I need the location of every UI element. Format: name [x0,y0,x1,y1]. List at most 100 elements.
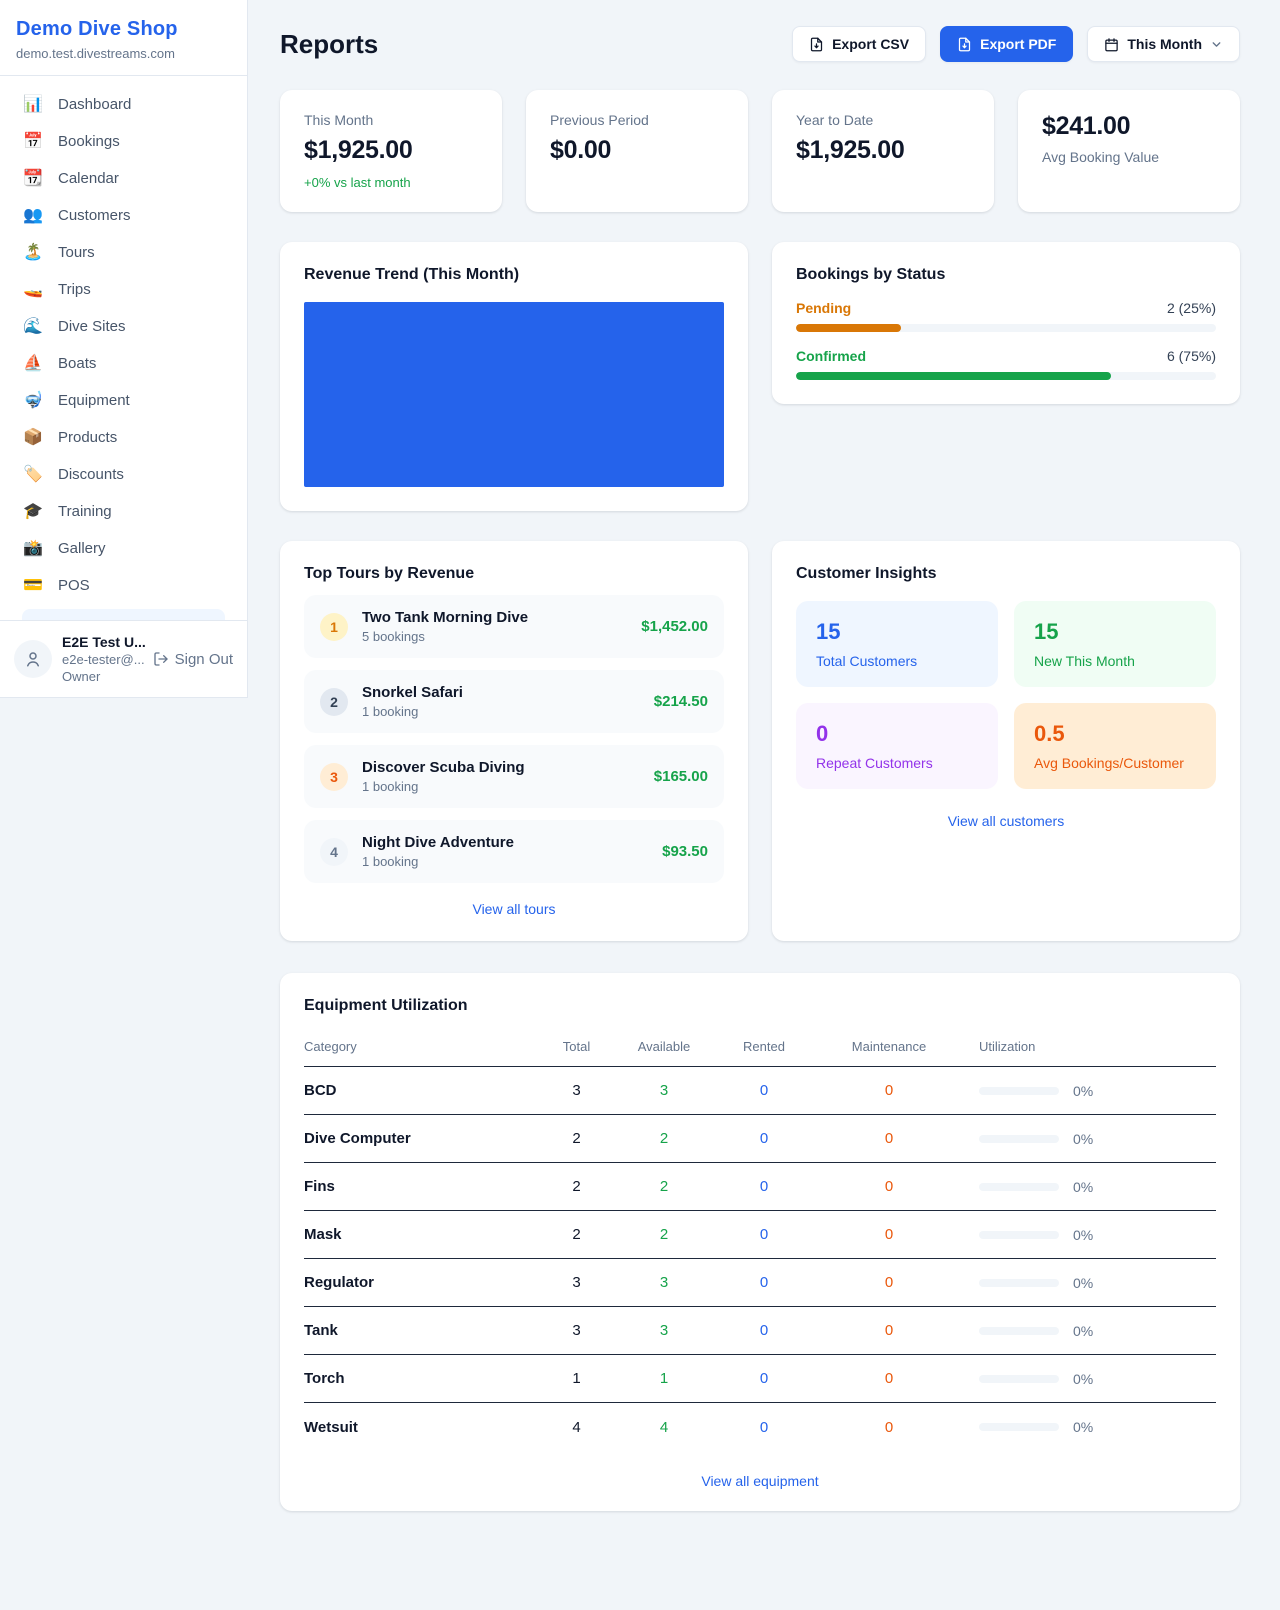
equipment-rented: 0 [759,1226,769,1243]
main-content: Reports Export CSV Export PDF This Month [248,0,1280,1551]
view-all-customers-link[interactable]: View all customers [947,813,1065,829]
period-label: This Month [1127,36,1202,52]
status-count: 6 (75%) [1166,348,1216,364]
col-header-total: Total [562,1039,591,1054]
sidebar-item[interactable]: 📆 Calendar [12,160,235,197]
sidebar-item-label: Training [58,503,112,520]
equipment-category: Tank [304,1322,338,1339]
rank-badge: 4 [320,837,348,866]
equipment-row: Torch 1 1 0 0 0% [304,1355,1216,1403]
stat-label: Avg Booking Value [1042,149,1160,165]
status-bar-fill [796,372,1111,380]
charts-row: Revenue Trend (This Month) Bookings by S… [280,242,1240,511]
equipment-row: Mask 2 2 0 0 0% [304,1211,1216,1259]
insight-label: Repeat Customers [816,755,933,771]
equipment-row: Fins 2 2 0 0 0% [304,1163,1216,1211]
sidebar-item-label: Calendar [58,170,119,187]
insight-grid: 15 Total Customers 15 New This Month 0 R… [796,601,1216,789]
equipment-rented: 0 [759,1274,769,1291]
sign-out-button[interactable]: Sign Out [153,651,233,668]
sidebar-item[interactable]: 🚤 Trips [12,271,235,308]
sidebar-item-active-partial[interactable] [22,609,225,620]
insight-label: Avg Bookings/Customer [1034,755,1184,771]
top-tours-title: Top Tours by Revenue [304,565,475,582]
sidebar-item[interactable]: 📦 Products [12,419,235,456]
equipment-category: Wetsuit [304,1418,358,1436]
sidebar-item[interactable]: 📊 Dashboard [12,86,235,123]
top-tours-card: Top Tours by Revenue 1 Two Tank Morning … [280,541,748,941]
tour-row[interactable]: 2 Snorkel Safari 1 booking $214.50 [304,670,724,733]
equipment-row: BCD 3 3 0 0 0% [304,1067,1216,1115]
equipment-available: 1 [659,1370,669,1387]
sidebar-item[interactable]: ⛵ Boats [12,345,235,382]
sidebar-item[interactable]: 🤿 Equipment [12,382,235,419]
sidebar-item-icon: 🏝️ [23,243,43,261]
sidebar-item[interactable]: 👥 Customers [12,197,235,234]
sidebar-item[interactable]: 📸 Gallery [12,530,235,567]
sidebar-item-label: Customers [58,207,131,224]
equipment-total: 2 [572,1130,581,1147]
tour-name: Discover Scuba Diving [362,759,525,776]
sidebar-item-icon: 📦 [23,428,43,446]
tour-bookings: 1 booking [362,854,419,869]
tour-revenue: $214.50 [653,693,708,710]
revenue-trend-chart [304,302,724,487]
tour-row[interactable]: 4 Night Dive Adventure 1 booking $93.50 [304,820,724,883]
equipment-available: 2 [659,1226,669,1243]
view-all-tours-link[interactable]: View all tours [472,901,556,917]
export-pdf-button[interactable]: Export PDF [940,26,1074,62]
customer-insights-card: Customer Insights 15 Total Customers 15 … [772,541,1240,941]
period-dropdown[interactable]: This Month [1087,26,1240,62]
sidebar-item-label: POS [58,577,90,594]
tour-bookings: 1 booking [362,779,419,794]
export-csv-button[interactable]: Export CSV [792,26,927,62]
equipment-rented: 0 [759,1418,769,1436]
sidebar-item-icon: 🏷️ [23,465,43,483]
sidebar-item[interactable]: 📅 Bookings [12,123,235,160]
equipment-category: Torch [304,1370,345,1387]
equipment-maintenance: 0 [884,1130,894,1147]
header-actions: Export CSV Export PDF This Month [792,26,1240,62]
equipment-rented: 0 [759,1370,769,1387]
equipment-available: 3 [659,1082,669,1099]
tour-row[interactable]: 3 Discover Scuba Diving 1 booking $165.0… [304,745,724,808]
col-header-utilization: Utilization [979,1039,1036,1054]
equipment-maintenance: 0 [884,1322,894,1339]
sidebar-item-icon: 📅 [23,132,43,150]
equipment-category: Regulator [304,1274,375,1291]
equipment-rented: 0 [759,1178,769,1195]
sidebar: Demo Dive Shop demo.test.divestreams.com… [0,0,248,698]
stat-label: This Month [304,112,374,128]
col-header-rented: Rented [743,1039,785,1054]
sidebar-item[interactable]: 💳 POS [12,567,235,604]
stat-value: $1,925.00 [304,136,413,164]
equipment-maintenance: 0 [884,1418,894,1436]
sidebar-item-label: Equipment [58,392,130,409]
insight-value: 15 [1034,619,1059,644]
tour-row[interactable]: 1 Two Tank Morning Dive 5 bookings $1,45… [304,595,724,658]
tour-name: Snorkel Safari [362,684,463,701]
insights-row: Top Tours by Revenue 1 Two Tank Morning … [280,541,1240,941]
stat-value: $0.00 [550,136,612,164]
sidebar-item-label: Dashboard [58,96,132,113]
status-count: 2 (25%) [1166,300,1216,316]
user-name: E2E Test U... [62,634,146,650]
equipment-maintenance: 0 [884,1274,894,1291]
status-label: Pending [796,300,852,316]
bookings-by-status-card: Bookings by Status Pending 2 (25%) [772,242,1240,404]
sign-out-label: Sign Out [174,650,233,668]
sidebar-item[interactable]: 🎓 Training [12,493,235,530]
view-all-equipment-link[interactable]: View all equipment [701,1473,819,1489]
sidebar-item[interactable]: 🏝️ Tours [12,234,235,271]
sidebar-item[interactable]: 🌊 Dive Sites [12,308,235,345]
stat-value: $241.00 [1042,112,1131,140]
utilization-bar-track [979,1134,1059,1143]
equipment-category: Dive Computer [304,1130,411,1147]
stat-card-avg-booking: $241.00 Avg Booking Value [1018,90,1240,212]
sidebar-item[interactable]: 🏷️ Discounts [12,456,235,493]
person-icon [27,652,39,667]
rank-badge: 3 [320,762,348,791]
sidebar-item-label: Products [58,429,118,446]
status-row: Confirmed 6 (75%) [796,348,1216,380]
col-header-maintenance: Maintenance [851,1039,927,1054]
